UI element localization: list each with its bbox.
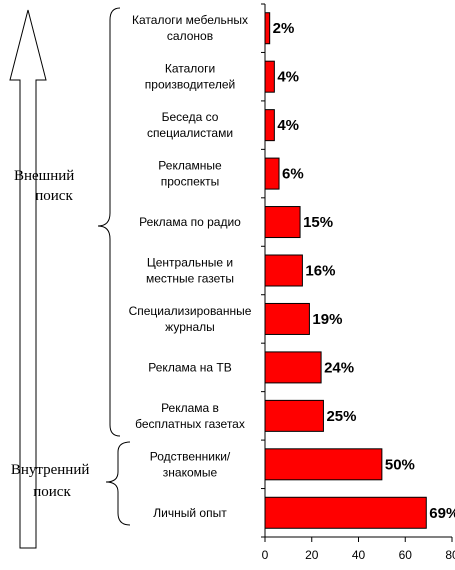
data-label-8: 25% xyxy=(326,408,356,425)
bar-0 xyxy=(264,12,271,45)
bar-10 xyxy=(264,496,427,529)
group-label-external-line-1: Внешний xyxy=(14,168,74,184)
plot-area: 2% Каталоги мебельных салонов 4% Каталоги про… xyxy=(129,3,455,562)
category-label-9-line-0: Родственники/ xyxy=(150,449,231,463)
category-label-9-line-1: знакомые xyxy=(163,465,218,479)
category-label-2-line-0: Беседа со xyxy=(162,110,219,124)
category-label-6-line-0: Специализированные xyxy=(129,304,252,318)
bar-4 xyxy=(264,206,301,239)
category-label-4-line-0: Реклама по радио xyxy=(139,215,241,229)
bar-2 xyxy=(264,109,275,142)
group-label-external-line-2: поиск xyxy=(35,188,73,204)
category-label-1-line-0: Каталоги xyxy=(165,62,215,76)
category-label-8: Реклама в бесплатных газетах xyxy=(135,401,245,431)
data-label-7: 24% xyxy=(324,359,354,376)
category-label-7: Реклама на ТВ xyxy=(148,360,231,374)
data-label-3: 6% xyxy=(282,166,304,183)
category-label-3-line-0: Рекламные xyxy=(158,159,222,173)
data-label-1: 4% xyxy=(277,69,299,86)
category-label-2: Беседа со специалистами xyxy=(147,110,233,140)
category-label-10: Личный опыт xyxy=(153,506,227,520)
group-label-internal-line-2: поиск xyxy=(33,484,71,500)
bar-9 xyxy=(264,448,383,481)
x-tick-label-1: 20 xyxy=(305,548,319,562)
search-direction-arrow xyxy=(9,9,47,549)
bar-6 xyxy=(264,302,310,335)
data-label-6: 19% xyxy=(312,311,342,328)
category-label-8-line-0: Реклама в xyxy=(161,401,219,415)
category-label-9: Родственники/знакомые xyxy=(150,449,231,479)
data-label-5: 16% xyxy=(305,263,335,280)
data-label-4: 15% xyxy=(303,214,333,231)
category-label-5-line-1: местные газеты xyxy=(146,272,234,286)
category-label-2-line-1: специалистами xyxy=(147,126,233,140)
bar-3 xyxy=(264,157,280,190)
internal-search-brace xyxy=(105,441,131,526)
category-label-6: Специализированные журналы xyxy=(129,304,252,334)
category-label-4: Реклама по радио xyxy=(139,215,241,229)
category-label-3-line-1: проспекты xyxy=(161,175,220,189)
data-label-10: 69% xyxy=(429,505,455,522)
bar-8 xyxy=(264,399,324,432)
x-tick-label-2: 40 xyxy=(352,548,366,562)
data-label-2: 4% xyxy=(277,117,299,134)
x-tick-label-3: 60 xyxy=(399,548,413,562)
category-label-7-line-0: Реклама на ТВ xyxy=(148,360,231,374)
category-label-0: Каталоги мебельных салонов xyxy=(132,13,248,43)
category-label-0-line-1: салонов xyxy=(167,29,213,43)
data-label-0: 2% xyxy=(273,20,295,37)
data-label-9: 50% xyxy=(385,456,415,473)
category-label-10-line-0: Личный опыт xyxy=(153,506,227,520)
category-label-6-line-1: журналы xyxy=(165,320,215,334)
group-label-internal-line-1: Внутренний xyxy=(11,462,90,478)
category-label-0-line-0: Каталоги мебельных xyxy=(132,13,248,27)
x-tick-label-4: 80 xyxy=(445,548,455,562)
category-label-8-line-1: бесплатных газетах xyxy=(135,417,245,431)
category-label-5-line-0: Центральные и xyxy=(147,256,233,270)
group-label-internal: Внутренний поиск xyxy=(11,462,93,500)
group-label-external: Внешний поиск xyxy=(14,168,78,204)
bar-7 xyxy=(264,351,322,384)
category-label-3: Рекламные проспекты xyxy=(158,159,222,189)
external-search-brace xyxy=(97,7,121,437)
bar-1 xyxy=(264,60,275,93)
x-tick-label-0: 0 xyxy=(262,548,269,562)
category-label-1: Каталоги производителей xyxy=(145,62,235,92)
category-label-1-line-1: производителей xyxy=(145,78,235,92)
category-label-5: Центральные и местные газеты xyxy=(146,256,234,286)
bar-5 xyxy=(264,254,303,287)
